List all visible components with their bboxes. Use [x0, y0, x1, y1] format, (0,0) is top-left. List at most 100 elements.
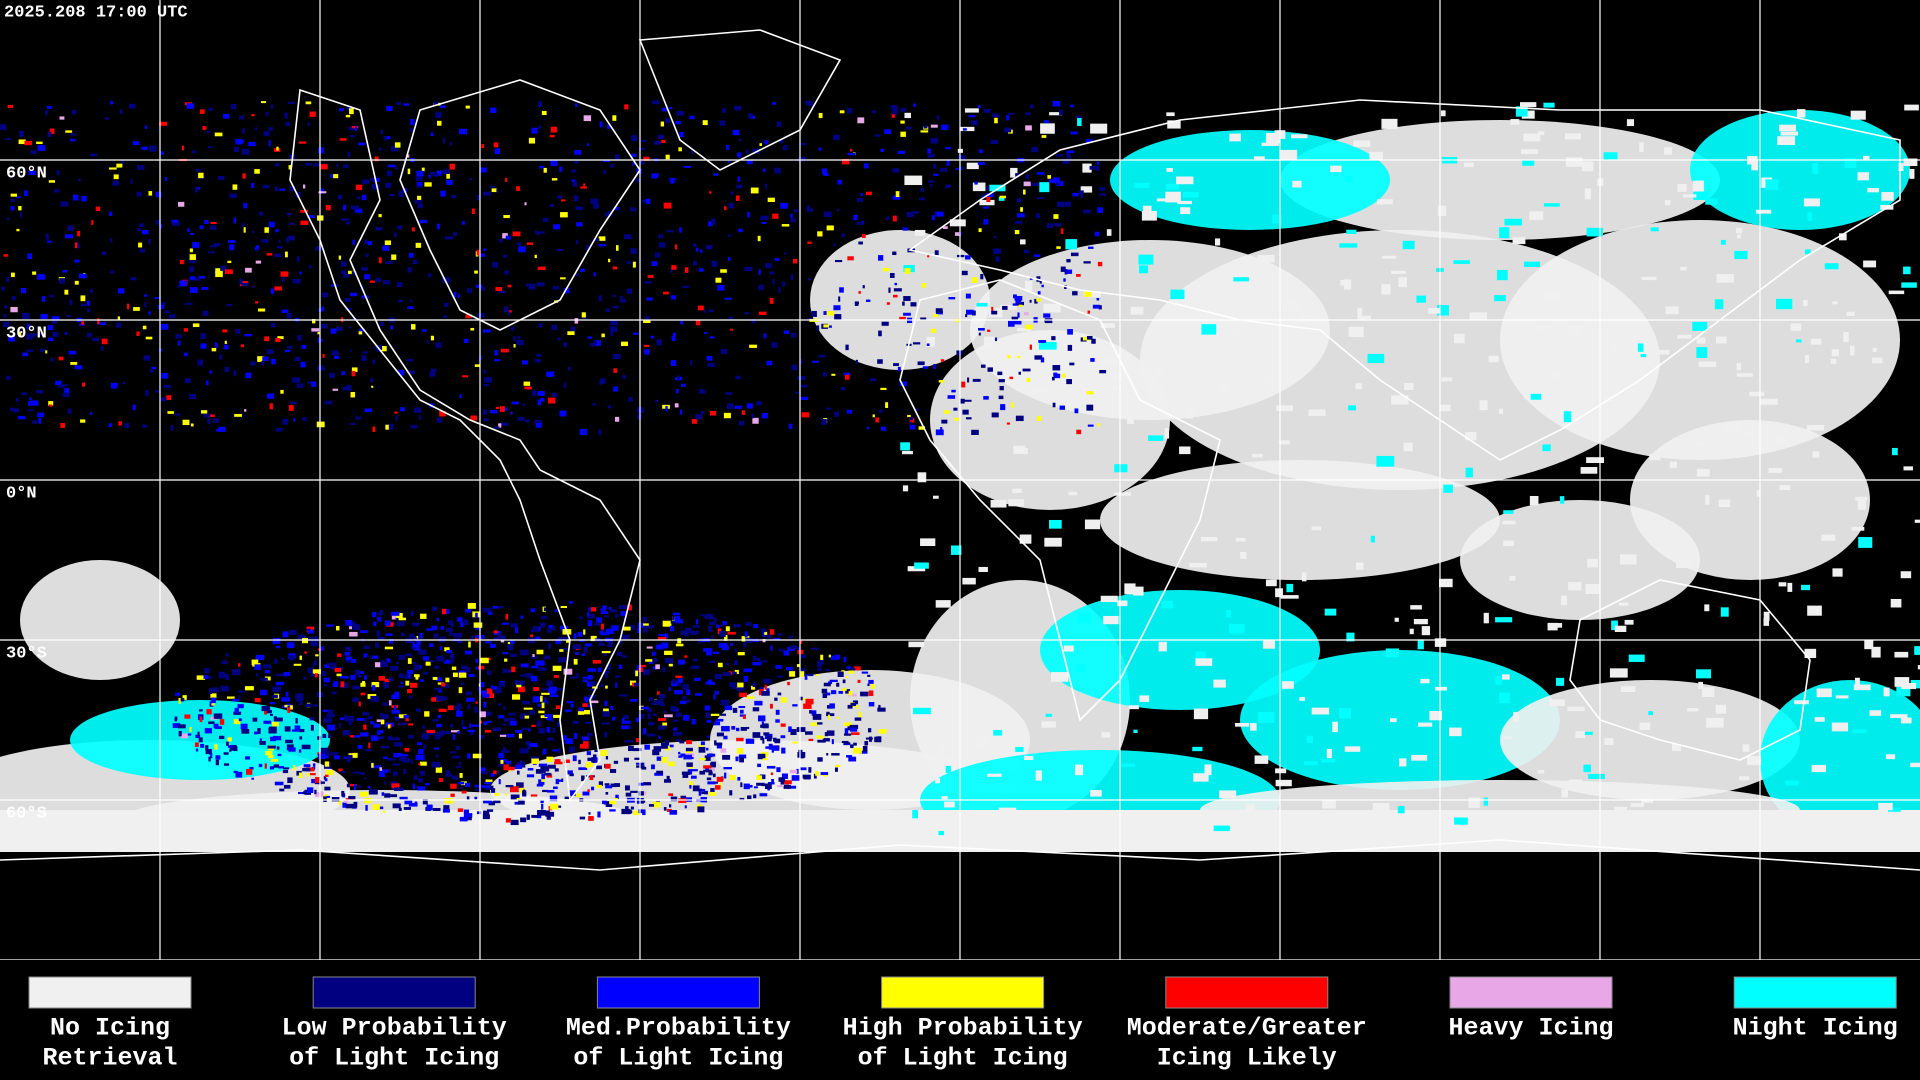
icing-speck — [266, 393, 275, 399]
icing-speck — [1088, 246, 1094, 249]
cloud-speck — [998, 196, 1005, 201]
icing-speck — [288, 222, 295, 225]
icing-speck — [287, 345, 293, 349]
icing-speck — [762, 631, 766, 637]
icing-speck — [716, 624, 720, 628]
cloud-speck — [920, 538, 936, 547]
icing-speck — [723, 735, 728, 740]
icing-speck — [933, 173, 939, 177]
icing-speck — [528, 283, 536, 290]
icing-speck — [750, 115, 756, 119]
icing-speck — [503, 717, 508, 723]
icing-speck — [28, 409, 34, 412]
icing-speck — [229, 749, 232, 752]
icing-speck — [285, 691, 289, 697]
icing-speck — [841, 233, 845, 238]
icing-speck — [710, 788, 715, 792]
icing-speck — [353, 735, 361, 738]
cloud-speck — [1725, 423, 1739, 432]
icing-speck — [763, 732, 770, 736]
icing-speck — [387, 724, 391, 729]
icing-speck — [996, 248, 1002, 254]
icing-speck — [555, 778, 560, 785]
icing-speck — [215, 271, 223, 278]
icing-speck — [327, 709, 334, 715]
cloud-speck — [1676, 559, 1690, 568]
icing-speck — [10, 198, 16, 202]
cloud-speck — [1520, 149, 1538, 155]
icing-speck — [483, 418, 489, 422]
cloud-speck — [1219, 790, 1237, 799]
icing-speck — [760, 628, 767, 633]
icing-speck — [352, 685, 360, 690]
icing-speck — [326, 770, 334, 775]
cloud-speck — [1549, 699, 1565, 707]
icing-speck — [480, 657, 489, 664]
icing-speck — [658, 633, 667, 637]
icing-speck — [635, 670, 639, 677]
icing-speck — [239, 115, 244, 120]
icing-speck — [159, 223, 163, 229]
icing-speck — [10, 206, 15, 211]
icing-speck — [792, 704, 798, 707]
icing-speck — [38, 332, 45, 336]
icing-speck — [716, 776, 724, 782]
icing-speck — [324, 664, 330, 668]
icing-speck — [460, 621, 464, 627]
icing-speck — [0, 124, 7, 131]
icing-speck — [263, 664, 272, 669]
icing-speck — [232, 184, 238, 190]
icing-speck — [430, 132, 434, 137]
icing-speck — [563, 287, 570, 294]
icing-speck — [968, 115, 976, 118]
icing-speck — [269, 766, 275, 770]
icing-speck — [552, 665, 562, 671]
icing-speck — [888, 287, 891, 293]
icing-speck — [479, 767, 486, 773]
icing-speck — [995, 256, 1000, 262]
icing-speck — [664, 118, 670, 124]
icing-speck — [340, 681, 345, 688]
icing-speck — [526, 774, 535, 778]
icing-speck — [272, 637, 281, 644]
icing-speck — [788, 423, 793, 429]
icing-speck — [270, 104, 274, 109]
icing-speck — [624, 104, 629, 110]
icing-speck — [341, 790, 345, 797]
icing-speck — [233, 146, 239, 153]
icing-speck — [604, 700, 608, 706]
icing-speck — [543, 607, 547, 612]
latitude-label: 60°N — [6, 164, 47, 183]
cloud-speck — [1650, 227, 1659, 232]
icing-speck — [262, 184, 270, 189]
cloud-speck — [1803, 198, 1820, 207]
cloud-speck — [1903, 466, 1913, 471]
icing-speck — [522, 715, 530, 719]
icing-speck — [143, 294, 148, 297]
icing-speck — [132, 141, 140, 146]
icing-speck — [850, 702, 857, 706]
icing-speck — [259, 211, 263, 216]
icing-speck — [781, 697, 787, 703]
icing-speck — [538, 125, 542, 129]
icing-speck — [800, 654, 807, 659]
icing-speck — [571, 179, 576, 182]
icing-speck — [218, 735, 225, 739]
icing-speck — [18, 206, 22, 211]
icing-speck — [822, 738, 830, 742]
cloud-speck — [908, 641, 925, 648]
icing-speck — [15, 397, 19, 403]
icing-speck — [440, 636, 446, 643]
cloud-speck — [938, 830, 944, 836]
icing-speck — [351, 205, 359, 210]
icing-speck — [772, 213, 779, 219]
icing-speck — [508, 310, 512, 313]
icing-speck — [875, 134, 881, 137]
icing-speck — [647, 722, 655, 726]
icing-speck — [213, 243, 221, 247]
icing-speck — [154, 296, 161, 300]
icing-speck — [715, 718, 724, 722]
icing-speck — [641, 732, 647, 735]
icing-speck — [502, 668, 506, 674]
icing-speck — [382, 702, 388, 706]
